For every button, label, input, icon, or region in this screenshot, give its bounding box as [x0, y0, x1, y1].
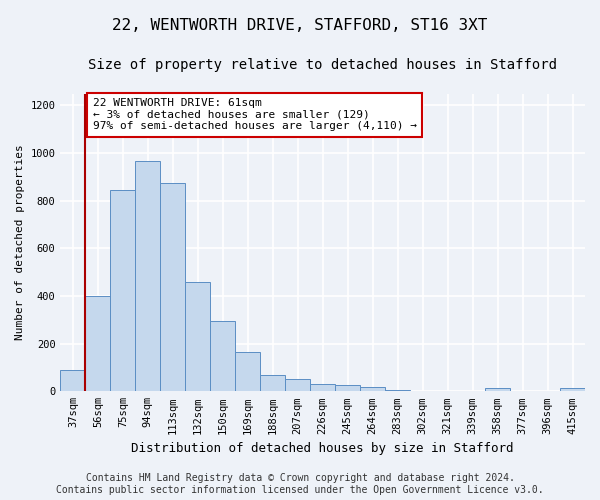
- Text: 22, WENTWORTH DRIVE, STAFFORD, ST16 3XT: 22, WENTWORTH DRIVE, STAFFORD, ST16 3XT: [112, 18, 488, 32]
- Bar: [110, 190, 136, 392]
- Bar: [61, 370, 85, 392]
- Bar: [335, 386, 360, 392]
- Bar: [260, 375, 285, 392]
- X-axis label: Distribution of detached houses by size in Stafford: Distribution of detached houses by size …: [131, 442, 514, 455]
- Y-axis label: Number of detached properties: Number of detached properties: [15, 144, 25, 340]
- Bar: [285, 380, 310, 392]
- Bar: [310, 384, 335, 392]
- Title: Size of property relative to detached houses in Stafford: Size of property relative to detached ho…: [88, 58, 557, 71]
- Bar: [185, 282, 210, 392]
- Text: 22 WENTWORTH DRIVE: 61sqm
← 3% of detached houses are smaller (129)
97% of semi-: 22 WENTWORTH DRIVE: 61sqm ← 3% of detach…: [93, 98, 417, 132]
- Bar: [360, 387, 385, 392]
- Bar: [485, 388, 510, 392]
- Bar: [560, 388, 585, 392]
- Bar: [85, 296, 110, 392]
- Bar: [160, 183, 185, 392]
- Text: Contains HM Land Registry data © Crown copyright and database right 2024.
Contai: Contains HM Land Registry data © Crown c…: [56, 474, 544, 495]
- Bar: [385, 390, 410, 392]
- Bar: [210, 322, 235, 392]
- Bar: [235, 352, 260, 392]
- Bar: [136, 162, 160, 392]
